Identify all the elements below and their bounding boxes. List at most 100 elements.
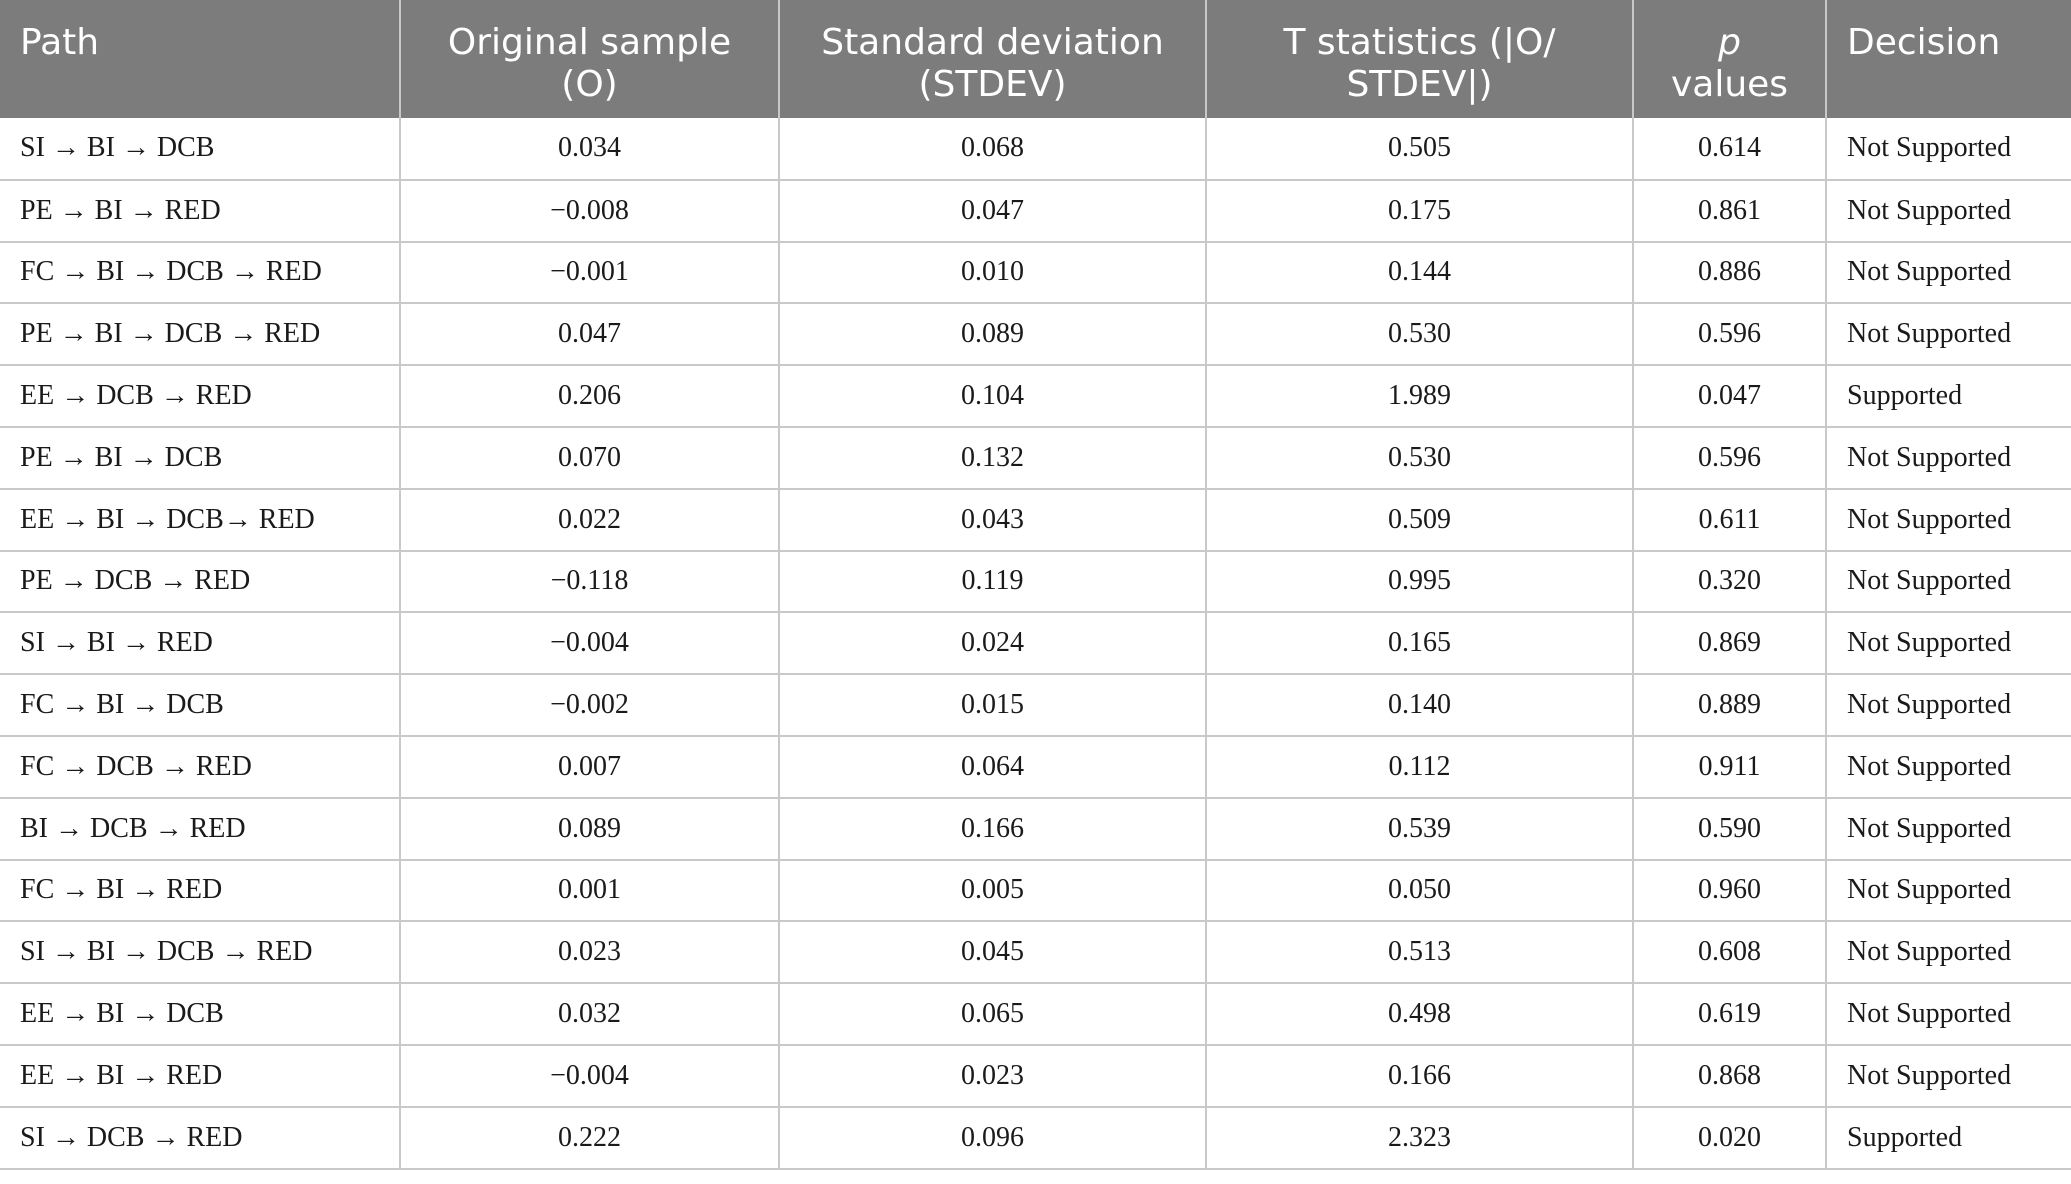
cell-p-value: 0.861 <box>1633 179 1827 243</box>
cell-original-sample: 0.007 <box>400 735 780 799</box>
cell-stdev: 0.096 <box>779 1106 1207 1170</box>
cell-t-statistic: 0.175 <box>1206 179 1634 243</box>
cell-stdev: 0.065 <box>779 983 1207 1046</box>
cell-t-statistic: 0.112 <box>1206 735 1634 799</box>
cell-decision: Not Supported <box>1826 735 2071 799</box>
cell-p-value: 0.596 <box>1633 303 1827 367</box>
cell-t-statistic: 0.513 <box>1206 921 1634 985</box>
cell-stdev: 0.045 <box>779 921 1207 985</box>
cell-decision: Not Supported <box>1826 797 2071 861</box>
cell-decision: Not Supported <box>1826 921 2071 985</box>
cell-p-value: 0.960 <box>1633 859 1827 923</box>
cell-t-statistic: 0.995 <box>1206 550 1634 614</box>
cell-stdev: 0.132 <box>779 426 1207 490</box>
cell-stdev: 0.023 <box>779 1044 1207 1108</box>
cell-decision: Not Supported <box>1826 488 2071 552</box>
cell-t-statistic: 0.539 <box>1206 797 1634 861</box>
cell-decision: Not Supported <box>1826 241 2071 305</box>
cell-p-value: 0.889 <box>1633 674 1827 737</box>
cell-p-value: 0.886 <box>1633 241 1827 305</box>
cell-path: FC → BI → RED <box>0 859 401 923</box>
cell-t-statistic: 2.323 <box>1206 1106 1634 1170</box>
table-row: FC → BI → DCB → RED −0.001 0.010 0.144 0.886… <box>0 241 2071 305</box>
cell-p-value: 0.020 <box>1633 1106 1827 1170</box>
header-path: Path <box>0 0 401 118</box>
cell-t-statistic: 0.165 <box>1206 612 1634 676</box>
cell-p-value: 0.611 <box>1633 488 1827 552</box>
cell-path: FC → DCB → RED <box>0 735 401 799</box>
cell-p-value: 0.868 <box>1633 1044 1827 1108</box>
cell-original-sample: 0.222 <box>400 1106 780 1170</box>
cell-p-value: 0.047 <box>1633 365 1827 428</box>
cell-original-sample: 0.023 <box>400 921 780 985</box>
cell-path: BI → DCB → RED <box>0 797 401 861</box>
cell-t-statistic: 0.166 <box>1206 1044 1634 1108</box>
cell-stdev: 0.068 <box>779 118 1207 181</box>
cell-original-sample: −0.004 <box>400 612 780 676</box>
cell-stdev: 0.015 <box>779 674 1207 737</box>
cell-original-sample: 0.001 <box>400 859 780 923</box>
cell-original-sample: −0.118 <box>400 550 780 614</box>
cell-p-value: 0.590 <box>1633 797 1827 861</box>
cell-path: FC → BI → DCB → RED <box>0 241 401 305</box>
cell-path: SI → BI → RED <box>0 612 401 676</box>
cell-original-sample: 0.089 <box>400 797 780 861</box>
cell-path: FC → BI → DCB <box>0 674 401 737</box>
table-row: FC → BI → RED 0.001 0.005 0.050 0.960 Not Sup… <box>0 859 2071 923</box>
table-row: PE → BI → DCB 0.070 0.132 0.530 0.596 Not Sup… <box>0 426 2071 490</box>
cell-path: PE → DCB → RED <box>0 550 401 614</box>
table-row: EE → BI → DCB 0.032 0.065 0.498 0.619 Not Sup… <box>0 983 2071 1046</box>
cell-t-statistic: 1.989 <box>1206 365 1634 428</box>
cell-original-sample: −0.001 <box>400 241 780 305</box>
header-row: Path Original sample (O) Standard deviat… <box>0 0 2071 118</box>
cell-decision: Not Supported <box>1826 1044 2071 1108</box>
cell-decision: Not Supported <box>1826 118 2071 181</box>
table-row: SI → DCB → RED 0.222 0.096 2.323 0.020 Suppor… <box>0 1106 2071 1170</box>
table-row: EE → DCB → RED 0.206 0.104 1.989 0.047 Suppor… <box>0 365 2071 428</box>
cell-t-statistic: 0.498 <box>1206 983 1634 1046</box>
header-stdev: Standard deviation (STDEV) <box>779 0 1207 118</box>
table-row: SI → BI → DCB → RED 0.023 0.045 0.513 0.608 N… <box>0 921 2071 985</box>
cell-p-value: 0.596 <box>1633 426 1827 490</box>
cell-stdev: 0.104 <box>779 365 1207 428</box>
cell-p-value: 0.320 <box>1633 550 1827 614</box>
cell-stdev: 0.043 <box>779 488 1207 552</box>
cell-decision: Not Supported <box>1826 303 2071 367</box>
cell-original-sample: 0.047 <box>400 303 780 367</box>
cell-original-sample: 0.022 <box>400 488 780 552</box>
cell-path: EE → BI → DCB→ RED <box>0 488 401 552</box>
cell-p-value: 0.911 <box>1633 735 1827 799</box>
cell-decision: Not Supported <box>1826 674 2071 737</box>
cell-original-sample: 0.034 <box>400 118 780 181</box>
cell-original-sample: 0.206 <box>400 365 780 428</box>
cell-t-statistic: 0.144 <box>1206 241 1634 305</box>
cell-path: PE → BI → DCB <box>0 426 401 490</box>
cell-original-sample: 0.070 <box>400 426 780 490</box>
cell-decision: Not Supported <box>1826 550 2071 614</box>
cell-path: EE → BI → RED <box>0 1044 401 1108</box>
cell-p-value: 0.619 <box>1633 983 1827 1046</box>
table-row: PE → BI → RED −0.008 0.047 0.175 0.861 Not Su… <box>0 179 2071 243</box>
cell-stdev: 0.024 <box>779 612 1207 676</box>
cell-t-statistic: 0.140 <box>1206 674 1634 737</box>
cell-stdev: 0.119 <box>779 550 1207 614</box>
cell-stdev: 0.047 <box>779 179 1207 243</box>
cell-decision: Not Supported <box>1826 859 2071 923</box>
header-t-statistics: T statistics (|O/ STDEV|) <box>1206 0 1634 118</box>
cell-t-statistic: 0.509 <box>1206 488 1634 552</box>
cell-decision: Supported <box>1826 1106 2071 1170</box>
cell-t-statistic: 0.530 <box>1206 303 1634 367</box>
table-row: SI → BI → RED −0.004 0.024 0.165 0.869 Not Su… <box>0 612 2071 676</box>
header-decision: Decision <box>1826 0 2071 118</box>
header-p-italic: p <box>1718 22 1741 63</box>
cell-stdev: 0.166 <box>779 797 1207 861</box>
cell-original-sample: 0.032 <box>400 983 780 1046</box>
cell-stdev: 0.089 <box>779 303 1207 367</box>
cell-p-value: 0.614 <box>1633 118 1827 181</box>
cell-path: SI → BI → DCB <box>0 118 401 181</box>
table-row: SI → BI → DCB 0.034 0.068 0.505 0.614 Not Sup… <box>0 118 2071 181</box>
cell-path: EE → BI → DCB <box>0 983 401 1046</box>
cell-t-statistic: 0.530 <box>1206 426 1634 490</box>
